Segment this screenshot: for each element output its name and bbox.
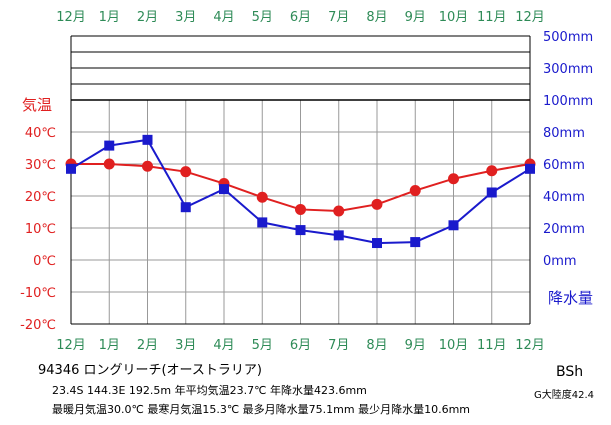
precipitation-tick-label: 0mm xyxy=(543,254,577,269)
temperature-tick-labels: 40℃ 30℃ 20℃ 10℃ 0℃ -10℃ -20℃ xyxy=(20,126,56,333)
top-month-labels: 12月 1月 2月 3月 4月 5月 6月 7月 8月 9月 10月 11月 12月 xyxy=(56,10,545,25)
precipitation-point xyxy=(257,217,268,228)
temperature-tick-label: 20℃ xyxy=(25,190,56,205)
month-label-bottom: 11月 xyxy=(477,338,507,353)
precipitation-point xyxy=(486,187,497,198)
continentality-index: G大陸度42.4 xyxy=(534,388,594,401)
month-label-bottom: 8月 xyxy=(366,338,387,353)
precipitation-point xyxy=(104,140,115,151)
temperature-point xyxy=(486,165,498,177)
plot-frame xyxy=(70,36,531,325)
month-label-bottom: 3月 xyxy=(175,338,196,353)
month-label-top: 5月 xyxy=(252,10,273,25)
month-label-bottom: 9月 xyxy=(405,338,426,353)
month-label-top: 7月 xyxy=(328,10,349,25)
month-label-bottom: 10月 xyxy=(439,338,469,353)
precipitation-tick-labels: 500mm 300mm 100mm 80mm 60mm 40mm 20mm 0mm xyxy=(543,30,593,269)
precipitation-tick-label: 20mm xyxy=(543,222,585,237)
temperature-point xyxy=(448,173,459,185)
station-title: 94346 ロングリーチ(オーストラリア) xyxy=(38,363,262,378)
temperature-tick-label: 0℃ xyxy=(33,254,56,269)
month-label-bottom: 6月 xyxy=(290,338,311,353)
climate-class: BSh xyxy=(556,364,583,380)
month-label-top: 4月 xyxy=(213,10,234,25)
temperature-axis-title: 気温 xyxy=(22,96,52,114)
month-label-top: 6月 xyxy=(290,10,311,25)
data-series xyxy=(65,134,536,249)
month-label-top: 8月 xyxy=(366,10,387,25)
station-info-line1: 23.4S 144.3E 192.5m 年平均気温23.7℃ 年降水量423.6… xyxy=(52,383,367,397)
temperature-point xyxy=(103,158,115,170)
temperature-point xyxy=(142,160,153,172)
month-label-top: 9月 xyxy=(405,10,426,25)
temperature-tick-label: -20℃ xyxy=(20,318,56,333)
temperature-point xyxy=(295,203,306,215)
month-label-top: 3月 xyxy=(175,10,196,25)
precipitation-point xyxy=(142,134,153,145)
precipitation-tick-label: 500mm xyxy=(543,30,593,45)
bottom-month-labels: 12月 1月 2月 3月 4月 5月 6月 7月 8月 9月 10月 11月 12月 xyxy=(56,338,545,353)
month-label-bottom: 12月 xyxy=(56,338,86,353)
temperature-point xyxy=(409,185,421,197)
precipitation-axis-title: 降水量 xyxy=(548,289,593,307)
month-label-bottom: 4月 xyxy=(213,338,234,353)
precipitation-point xyxy=(295,225,306,236)
station-info-line2: 最暖月気温30.0℃ 最寒月気温15.3℃ 最多月降水量75.1mm 最少月降水… xyxy=(52,402,470,416)
month-label-bottom: 1月 xyxy=(99,338,120,353)
precipitation-tick-label: 40mm xyxy=(543,190,585,205)
precipitation-point xyxy=(410,237,421,248)
precipitation-tick-label: 300mm xyxy=(543,62,593,77)
month-label-top: 11月 xyxy=(477,10,507,25)
month-label-bottom: 5月 xyxy=(252,338,273,353)
precipitation-tick-label: 60mm xyxy=(543,158,585,173)
precipitation-point xyxy=(372,238,382,249)
month-label-top: 12月 xyxy=(515,10,545,25)
temperature-point xyxy=(371,198,383,210)
month-label-bottom: 12月 xyxy=(515,338,545,353)
temperature-point xyxy=(256,191,268,203)
temperature-tick-label: 10℃ xyxy=(25,222,56,237)
precipitation-point xyxy=(180,202,191,213)
month-label-bottom: 2月 xyxy=(137,338,158,353)
temperature-tick-label: -10℃ xyxy=(20,286,56,301)
precipitation-point xyxy=(525,163,535,174)
precipitation-tick-label: 80mm xyxy=(543,126,585,141)
gridlines xyxy=(71,35,530,325)
month-label-bottom: 7月 xyxy=(328,338,349,353)
precipitation-point xyxy=(333,230,344,241)
month-label-top: 10月 xyxy=(439,10,469,25)
month-label-top: 2月 xyxy=(137,10,158,25)
month-label-top: 12月 xyxy=(56,10,86,25)
temperature-tick-label: 30℃ xyxy=(25,158,56,173)
precipitation-tick-label: 100mm xyxy=(543,94,593,109)
temperature-point xyxy=(333,205,345,217)
precipitation-point xyxy=(66,163,76,174)
precipitation-point xyxy=(448,220,459,231)
temperature-tick-label: 40℃ xyxy=(25,126,56,141)
precipitation-point xyxy=(219,184,229,195)
month-label-top: 1月 xyxy=(99,10,120,25)
temperature-point xyxy=(180,166,192,178)
